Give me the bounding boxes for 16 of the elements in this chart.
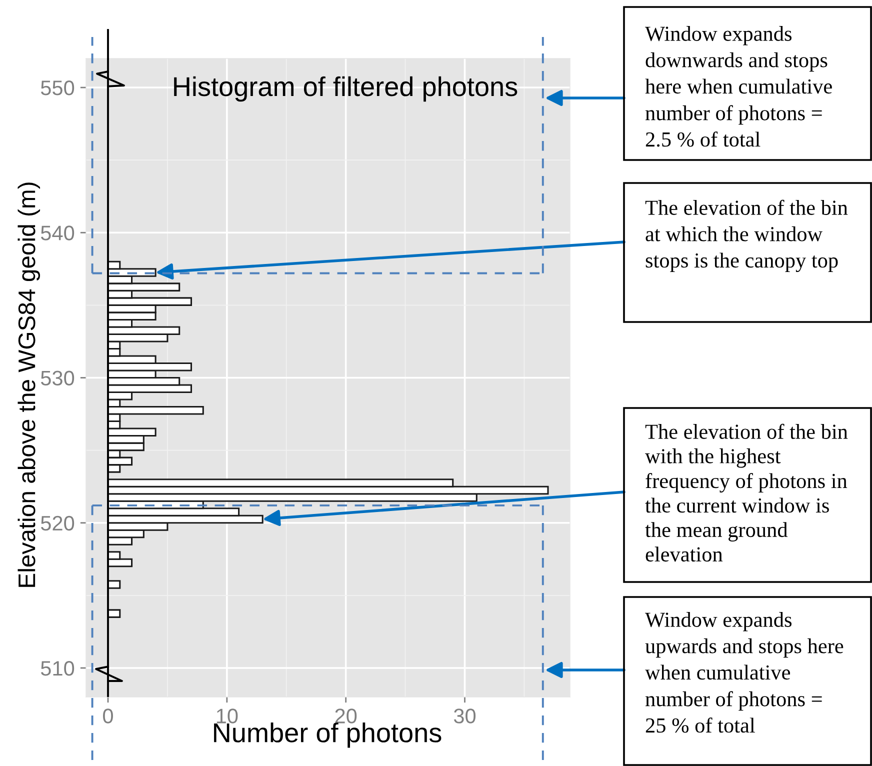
x-axis-title: Number of photons	[214, 722, 442, 748]
x-tick-label: 10	[216, 708, 238, 724]
x-tick-label: 30	[454, 708, 476, 724]
x-tick-label: 0	[103, 708, 113, 724]
y-tick-label: 540	[40, 226, 74, 240]
text: Histogram of filtered photons	[174, 76, 518, 102]
y-axis-title: Elevation above the WGS84 geoid (m)	[18, 182, 40, 587]
y-tick-label: 510	[40, 660, 74, 676]
y-tick-label: 550	[40, 80, 74, 96]
x-tick-label: 20	[335, 708, 357, 724]
annotation: The elevation of the bin at which the window stops is the canopy top	[645, 200, 848, 272]
y-tick-label: 530	[40, 370, 74, 386]
annotation: The elevation of the bin with the highest frequency of photons in the current window is the mean ground elevation	[645, 424, 848, 562]
text: Window expands upwards and stops here when cumulative number of photons = 25 % of total	[645, 612, 844, 733]
y-tick-label: 520	[40, 516, 74, 531]
text: Window expands downwards and stops here when cumulative number of photons = 2.5 % of total	[645, 26, 832, 147]
